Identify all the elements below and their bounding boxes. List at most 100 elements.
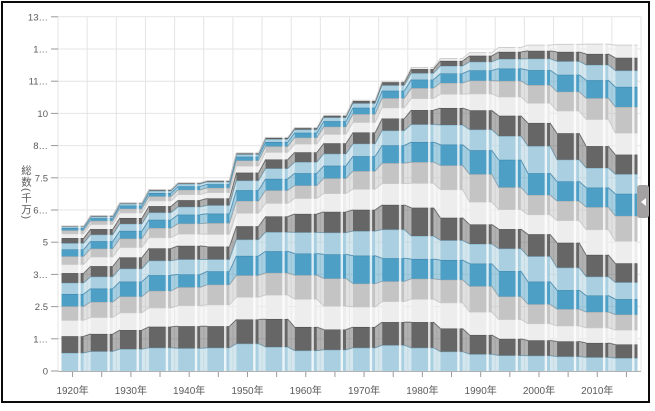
band-plateau[interactable] [527,122,551,147]
band-plateau[interactable] [207,213,230,224]
band-plateau[interactable] [498,209,521,230]
band-plateau[interactable] [527,256,551,282]
band-plateau[interactable] [236,165,259,173]
band-plateau[interactable] [178,245,201,260]
band-plateau[interactable] [323,126,346,135]
band-plateau[interactable] [178,305,201,327]
band-plateau[interactable] [615,358,638,371]
band-plateau[interactable] [353,326,376,348]
band-plateau[interactable] [586,254,609,277]
band-plateau[interactable] [498,159,521,188]
band-plateau[interactable] [382,145,405,164]
band-plateau[interactable] [498,59,521,69]
band-plateau[interactable] [61,293,84,307]
band-plateau[interactable] [236,239,259,256]
band-plateau[interactable] [382,163,405,184]
band-plateau[interactable] [61,273,84,283]
band-plateau[interactable] [382,301,405,323]
band-plateau[interactable] [557,325,580,342]
band-plateau[interactable] [469,55,492,62]
band-plateau[interactable] [469,263,492,287]
band-plateau[interactable] [615,70,638,87]
band-plateau[interactable] [615,263,638,283]
band-plateau[interactable] [61,249,84,257]
band-plateau[interactable] [382,229,405,259]
band-plateau[interactable] [440,217,463,241]
band-plateau[interactable] [353,143,376,157]
band-plateau[interactable] [469,312,492,335]
band-plateau[interactable] [148,248,172,261]
band-plateau[interactable] [615,193,638,216]
band-plateau[interactable] [353,156,376,172]
band-plateau[interactable] [61,352,84,371]
band-plateau[interactable] [527,195,551,215]
band-plateau[interactable] [119,296,142,313]
band-plateau[interactable] [207,347,230,371]
band-plateau[interactable] [294,137,317,145]
band-plateau[interactable] [119,223,142,231]
band-plateau[interactable] [148,307,172,327]
band-plateau[interactable] [615,215,638,242]
band-plateau[interactable] [207,223,230,235]
band-plateau[interactable] [440,73,463,84]
band-plateau[interactable] [586,119,609,147]
band-plateau[interactable] [119,217,142,224]
band-plateau[interactable] [61,336,84,353]
band-plateau[interactable] [119,257,142,269]
band-plateau[interactable] [207,192,230,199]
band-plateau[interactable] [557,341,580,357]
band-plateau[interactable] [265,152,288,160]
band-plateau[interactable] [61,230,84,234]
band-plateau[interactable] [236,275,259,298]
band-plateau[interactable] [61,256,84,265]
band-plateau[interactable] [498,51,521,60]
band-plateau[interactable] [61,226,84,229]
band-plateau[interactable] [236,172,259,181]
band-plateau[interactable] [323,117,346,122]
band-plateau[interactable] [469,174,492,203]
band-plateau[interactable] [61,228,84,231]
age-band-0[interactable] [61,343,638,371]
band-plateau[interactable] [148,290,172,308]
band-plateau[interactable] [61,233,84,239]
age-band-11[interactable] [61,107,638,244]
band-plateau[interactable] [469,244,492,264]
band-plateau[interactable] [265,203,288,217]
band-plateau[interactable] [90,241,113,249]
band-plateau[interactable] [440,240,463,260]
band-plateau[interactable] [236,153,259,155]
band-plateau[interactable] [615,106,638,133]
band-plateau[interactable] [119,205,142,209]
band-plateau[interactable] [586,80,609,99]
band-plateau[interactable] [527,340,551,356]
band-plateau[interactable] [90,216,113,219]
band-plateau[interactable] [265,272,288,296]
age-band-13[interactable] [61,80,638,234]
band-plateau[interactable] [498,338,521,356]
band-plateau[interactable] [119,281,142,297]
band-plateau[interactable] [207,259,230,272]
band-plateau[interactable] [411,347,434,371]
band-plateau[interactable] [294,198,317,214]
band-plateau[interactable] [440,351,463,371]
band-plateau[interactable] [557,61,580,75]
band-plateau[interactable] [323,306,346,330]
band-plateau[interactable] [323,193,346,212]
band-plateau[interactable] [440,328,463,352]
band-plateau[interactable] [294,162,317,174]
band-plateau[interactable] [557,44,580,52]
band-plateau[interactable] [469,93,492,111]
band-plateau[interactable] [411,67,434,70]
band-plateau[interactable] [265,141,288,147]
band-plateau[interactable] [207,326,230,348]
band-plateau[interactable] [498,47,521,52]
band-plateau[interactable] [440,60,463,67]
band-plateau[interactable] [236,154,259,157]
band-plateau[interactable] [557,51,580,62]
band-plateau[interactable] [527,103,551,123]
band-plateau[interactable] [382,85,405,91]
band-plateau[interactable] [498,187,521,210]
band-plateau[interactable] [411,141,434,163]
band-plateau[interactable] [178,183,201,187]
band-plateau[interactable] [265,168,288,179]
